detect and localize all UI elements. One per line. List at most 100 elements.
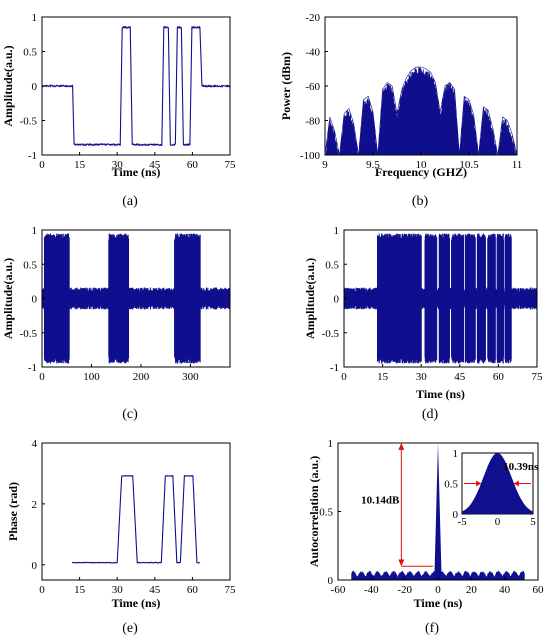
x-axis-label: Frequency (GHZ)	[375, 165, 467, 179]
x-tick-label: 45	[454, 371, 466, 383]
x-tick-label: -60	[331, 584, 346, 596]
fwhm-label: 10.39ns	[503, 461, 539, 473]
inset-y-tick-label: 1	[453, 448, 459, 460]
y-tick-label: 1	[32, 12, 38, 24]
chart-panel-d: 0 15 30 45 60 75 -1 -0.5 0 0.5 1 Time (ns) Amplitude…	[303, 225, 543, 422]
x-tick-label: 10	[416, 159, 428, 171]
y-tick-label: 0.5	[23, 259, 37, 271]
inset-peak	[462, 453, 533, 514]
y-tick-label: 1	[334, 225, 340, 237]
x-tick-label: 45	[149, 159, 161, 171]
arrow-head-up	[398, 443, 405, 450]
x-tick-label: 10.5	[459, 159, 479, 171]
x-tick-label: 15	[74, 159, 86, 171]
x-tick-label: 40	[499, 584, 511, 596]
y-axis-label: Amplitude(a.u.)	[1, 45, 15, 126]
x-tick-label: 0	[39, 371, 45, 383]
x-tick-label: 9.5	[366, 159, 380, 171]
plot-area	[71, 475, 201, 564]
arrow-head-down	[398, 559, 405, 567]
y-tick-label: 0	[32, 560, 38, 572]
y-tick-label: -100	[300, 150, 321, 162]
y-tick-label: 1	[32, 225, 38, 237]
y-tick-label: 0	[328, 575, 334, 587]
x-tick-label: 60	[187, 584, 199, 596]
x-tick-label: 75	[225, 159, 237, 171]
x-tick-label: 60	[533, 584, 545, 596]
y-tick-label: -0.5	[322, 328, 340, 340]
panel-caption: (c)	[122, 407, 138, 422]
x-tick-label: 15	[74, 584, 86, 596]
x-tick-label: -40	[364, 584, 379, 596]
y-axis-label: Amplitude(a.u.)	[303, 258, 317, 339]
y-tick-label: 0.5	[325, 259, 339, 271]
panel-caption: (d)	[422, 407, 439, 422]
y-tick-label: 0	[334, 294, 340, 306]
inset-y-tick-label: 0	[453, 509, 459, 521]
x-tick-label: 0	[341, 371, 347, 383]
y-tick-label: -0.5	[20, 328, 38, 340]
x-tick-label: 0	[39, 159, 45, 171]
inset-x-tick-label: 5	[530, 516, 536, 528]
plot-area	[351, 443, 525, 580]
x-axis-label: Time (ns)	[416, 387, 465, 401]
y-tick-label: -20	[305, 12, 320, 24]
x-tick-label: 20	[466, 584, 478, 596]
inset-y-tick-label: 0.5	[444, 479, 458, 491]
autocorrelation-peak	[434, 443, 442, 580]
x-tick-label: 75	[532, 371, 544, 383]
x-tick-label: 100	[83, 371, 100, 383]
plot-area	[42, 25, 230, 147]
x-axis-label: Time (ns)	[112, 165, 161, 179]
y-tick-label: -1	[330, 362, 339, 374]
y-tick-label: 4	[32, 438, 38, 450]
inset-x-tick-label: -5	[457, 516, 467, 528]
x-tick-label: 200	[133, 371, 150, 383]
panel-caption: (b)	[412, 194, 429, 209]
plot-frame	[41, 442, 231, 581]
x-tick-label: -20	[397, 584, 412, 596]
x-tick-label: 60	[187, 159, 199, 171]
panel-caption: (a)	[122, 194, 138, 209]
x-tick-label: 30	[416, 371, 428, 383]
y-tick-label: -1	[28, 362, 37, 374]
x-tick-label: 11	[512, 159, 523, 171]
x-tick-label: 15	[377, 371, 389, 383]
y-tick-label: 0.5	[23, 47, 37, 59]
inset-x-tick-label: 0	[495, 516, 501, 528]
x-tick-label: 9	[322, 159, 328, 171]
plot-area	[325, 66, 517, 155]
fwhm-arrowhead-right	[513, 480, 519, 487]
x-tick-label: 300	[182, 371, 199, 383]
chart-panel-c: 0 100 200 300 -1 -0.5 0 0.5 1 Amplitude(a.u.) (c)	[1, 225, 231, 422]
x-tick-label: 30	[112, 584, 124, 596]
x-axis-label: Time (ns)	[112, 596, 161, 610]
x-tick-label: 60	[493, 371, 505, 383]
y-tick-label: -80	[305, 116, 320, 128]
x-tick-label: 30	[112, 159, 124, 171]
y-tick-label: 0	[32, 294, 38, 306]
x-tick-label: 75	[225, 584, 237, 596]
y-axis-label: Power (dBm)	[279, 52, 293, 120]
x-tick-label: 0	[39, 584, 45, 596]
panel-caption: (f)	[425, 621, 439, 636]
y-tick-label: -40	[305, 47, 320, 59]
x-tick-label: 45	[149, 584, 161, 596]
plot-area	[42, 233, 230, 364]
signal-line	[71, 475, 201, 564]
chart-panel-b: 9 9.5 10 10.5 11 -100 -80 -60 -40 -20 Frequency (G…	[279, 12, 522, 209]
y-tick-label: 2	[32, 499, 38, 511]
chart-panel-a: 0 15 30 45 60 75 -1 -0.5 0 0.5 1 Time (ns) Amplitude…	[1, 12, 236, 209]
x-axis-label: Time (ns)	[414, 596, 463, 610]
y-axis-label: Phase (rad)	[6, 482, 20, 541]
y-tick-label: -60	[305, 81, 320, 93]
panel-caption: (e)	[122, 621, 138, 636]
y-tick-label: 0	[32, 81, 38, 93]
y-tick-label: 0.5	[319, 507, 333, 519]
signal-line	[42, 25, 230, 147]
fwhm-arrowhead-left	[476, 480, 482, 487]
y-axis-label: Autocorrelation (a.u.)	[307, 456, 321, 567]
